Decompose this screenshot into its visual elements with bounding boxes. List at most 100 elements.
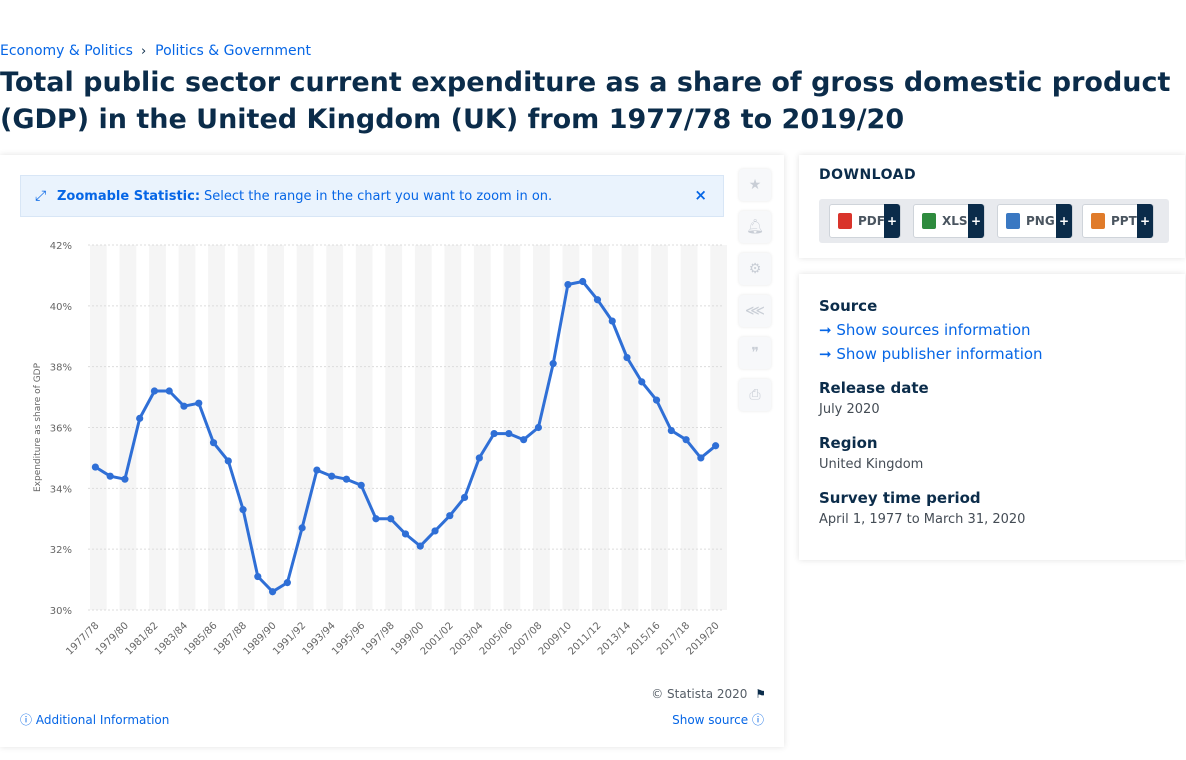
plus-icon[interactable]: + bbox=[884, 204, 900, 238]
share-icon[interactable]: ⋘ bbox=[739, 295, 771, 327]
download-xls-button[interactable]: XLS + bbox=[913, 204, 985, 238]
xls-label: XLS bbox=[942, 214, 968, 228]
zoom-text: Select the range in the chart you want t… bbox=[204, 188, 553, 204]
data-point bbox=[298, 524, 306, 532]
plus-icon[interactable]: + bbox=[968, 204, 984, 238]
release-value: July 2020 bbox=[819, 402, 880, 417]
data-point bbox=[505, 429, 513, 438]
additional-information-link[interactable]: ⓘ Additional Information bbox=[20, 711, 169, 728]
data-point bbox=[254, 572, 262, 581]
print-icon[interactable]: ⎙ bbox=[739, 379, 771, 411]
y-tick-label: 42% bbox=[50, 241, 72, 252]
x-tick-label: 2019/20 bbox=[685, 620, 722, 657]
expand-icon: ⤢ bbox=[35, 188, 47, 204]
survey-heading: Survey time period bbox=[819, 489, 981, 507]
data-point bbox=[224, 457, 232, 465]
data-point bbox=[534, 423, 543, 432]
data-point bbox=[431, 527, 439, 535]
info-card: Source ➞ Show sources information ➞ Show… bbox=[799, 274, 1185, 560]
grid-band bbox=[503, 245, 521, 610]
data-point bbox=[165, 387, 173, 395]
chart-toolbar: ★ 🔔︎ ⚙ ⋘ ❞ ⎙ bbox=[739, 169, 771, 421]
star-icon[interactable]: ★ bbox=[739, 169, 771, 201]
survey-value: April 1, 1977 to March 31, 2020 bbox=[819, 512, 1026, 527]
data-point bbox=[446, 512, 454, 520]
data-point bbox=[106, 472, 114, 480]
download-png-button[interactable]: PNG + bbox=[997, 204, 1073, 238]
bell-icon[interactable]: 🔔︎ bbox=[739, 211, 771, 243]
plus-icon[interactable]: + bbox=[1056, 204, 1072, 238]
copyright: © Statista 2020 ⚑ bbox=[651, 687, 766, 701]
y-tick-label: 32% bbox=[50, 545, 72, 556]
data-point bbox=[579, 277, 587, 286]
grid-band bbox=[473, 245, 491, 610]
grid-band bbox=[414, 245, 432, 610]
data-point bbox=[682, 436, 690, 444]
data-point bbox=[387, 515, 395, 523]
data-point bbox=[150, 387, 159, 395]
flag-icon[interactable]: ⚑ bbox=[755, 687, 766, 701]
source-heading: Source bbox=[819, 297, 878, 315]
grid-band bbox=[119, 245, 137, 610]
data-point bbox=[372, 515, 380, 523]
page-title: Total public sector current expenditure … bbox=[0, 67, 1171, 135]
plus-icon[interactable]: + bbox=[1137, 204, 1153, 238]
y-tick-label: 36% bbox=[50, 424, 72, 435]
data-point bbox=[180, 402, 188, 410]
data-point bbox=[195, 399, 203, 407]
close-icon[interactable]: × bbox=[694, 186, 707, 204]
data-point bbox=[490, 429, 498, 438]
data-point bbox=[121, 475, 129, 483]
download-pdf-button[interactable]: PDF + bbox=[829, 204, 901, 238]
data-point bbox=[357, 481, 365, 489]
breadcrumb-politics-government[interactable]: Politics & Government bbox=[155, 43, 311, 59]
png-file-icon bbox=[1006, 213, 1020, 229]
breadcrumb: Economy & Politics › Politics & Governme… bbox=[0, 43, 311, 59]
breadcrumb-economy-politics[interactable]: Economy & Politics bbox=[0, 43, 133, 59]
grid-band bbox=[326, 245, 344, 610]
data-point bbox=[136, 414, 144, 422]
data-point bbox=[608, 317, 616, 325]
grid-band bbox=[621, 245, 639, 610]
data-point bbox=[623, 353, 631, 362]
data-point bbox=[460, 493, 469, 502]
show-sources-link[interactable]: ➞ Show sources information bbox=[819, 321, 1031, 339]
show-publisher-label: Show publisher information bbox=[836, 345, 1043, 363]
quote-icon[interactable]: ❞ bbox=[739, 337, 771, 369]
y-tick-label: 30% bbox=[50, 606, 72, 617]
grid-band bbox=[651, 245, 668, 610]
top-bar bbox=[0, 0, 1186, 40]
region-heading: Region bbox=[819, 434, 878, 452]
show-source-link[interactable]: Show source ⓘ bbox=[672, 711, 764, 728]
data-point bbox=[91, 463, 99, 471]
grid-band bbox=[90, 245, 107, 610]
download-buttons: PDF + XLS + PNG + PPT + bbox=[819, 199, 1169, 243]
y-tick-label: 34% bbox=[50, 484, 72, 495]
png-label: PNG bbox=[1026, 214, 1055, 228]
gear-icon[interactable]: ⚙ bbox=[739, 253, 771, 285]
xls-file-icon bbox=[922, 213, 936, 229]
y-axis-label: Expenditure as share of GDP bbox=[33, 362, 43, 492]
y-tick-label: 38% bbox=[50, 363, 72, 374]
arrow-right-icon: ➞ bbox=[819, 345, 832, 363]
release-heading: Release date bbox=[819, 379, 929, 397]
copyright-text: © Statista 2020 bbox=[651, 687, 748, 701]
zoom-banner: ⤢ Zoomable Statistic: Select the range i… bbox=[20, 175, 724, 217]
region-value: United Kingdom bbox=[819, 457, 924, 472]
show-publisher-link[interactable]: ➞ Show publisher information bbox=[819, 345, 1043, 363]
data-point bbox=[209, 439, 218, 447]
show-source-label: Show source bbox=[672, 713, 749, 727]
line-chart[interactable]: 30% 32% 34% 36% 38% 40% 42% Expenditure as shar… bbox=[0, 155, 784, 685]
pdf-file-icon bbox=[838, 213, 852, 229]
download-ppt-button[interactable]: PPT + bbox=[1082, 204, 1154, 238]
grid-band bbox=[710, 245, 727, 610]
data-point bbox=[564, 280, 572, 289]
info-icon: ⓘ bbox=[20, 713, 33, 727]
pdf-label: PDF bbox=[858, 214, 885, 228]
data-point bbox=[593, 296, 602, 304]
download-card: DOWNLOAD PDF + XLS + PNG + PPT + bbox=[799, 155, 1185, 258]
show-sources-label: Show sources information bbox=[836, 321, 1031, 339]
data-point bbox=[667, 426, 675, 435]
grid-band bbox=[267, 245, 284, 610]
